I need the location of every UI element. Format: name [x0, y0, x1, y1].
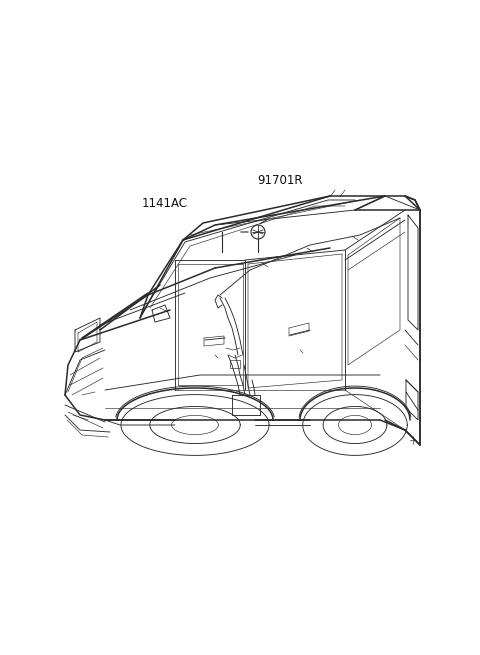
Text: 1141AC: 1141AC [142, 196, 188, 210]
Text: 91701R: 91701R [257, 174, 302, 187]
